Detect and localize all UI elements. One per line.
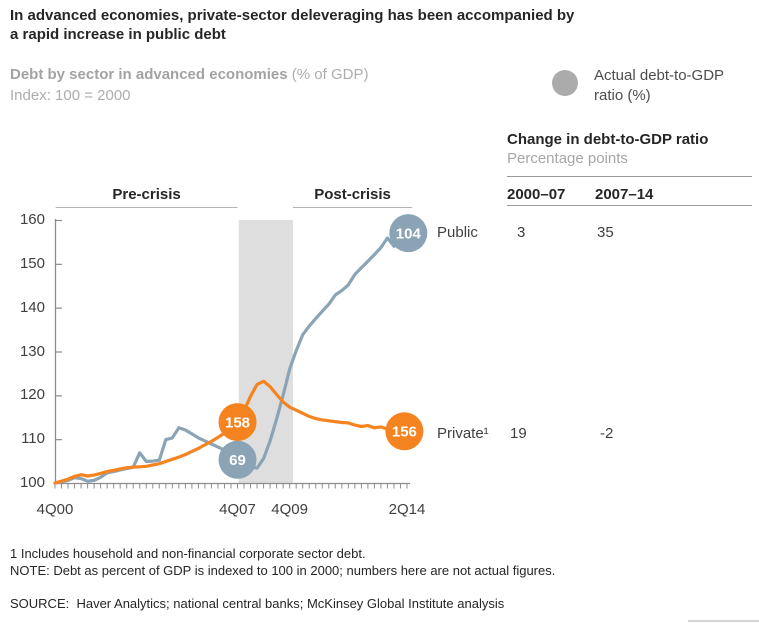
y-axis-label-100: 100 [19,474,45,491]
y-axis-label-160: 160 [19,211,45,228]
source-line: SOURCE: Haver Analytics; national centra… [10,596,505,611]
y-axis-label-110: 110 [21,430,45,448]
y-axis-label-130: 130 [19,342,45,360]
y-axis-label-150: 150 [19,254,45,272]
y-axis-label-140: 140 [19,298,45,316]
table-title: Change in debt-to-GDP ratio [507,131,709,148]
marker-value-69: 69 [229,452,246,469]
recession-band [238,220,293,483]
y-axis-label-120: 120 [19,386,45,404]
marker-circle-156 [385,412,424,451]
footnote-note: NOTE: Debt as percent of GDP is indexed … [10,563,556,578]
legend-label: Actual debt-to-GDP ratio (%) [594,67,725,104]
x-axis-label-4Q07: 4Q07 [219,501,256,518]
series-label-public: Public [437,224,478,241]
table-col2-header: 2007–14 [595,186,654,203]
marker-circle-69 [218,440,257,479]
table-col1-header: 2000–07 [507,186,566,203]
series-label-private: Private¹ [437,425,489,442]
table-cell-private-2007-14: -2 [600,425,614,442]
marker-value-158: 158 [225,414,250,431]
marker-circle-104 [389,214,428,253]
table-rule-bottom [507,205,752,206]
chart-subtitle-paren: (% of GDP) [287,66,369,83]
page-edge-line [688,620,759,622]
marker-circle-158 [218,403,257,442]
x-axis-label-4Q09: 4Q09 [271,501,308,518]
chart-subtitle: Debt by sector in advanced economies (% … [10,64,480,85]
x-axis-label-4Q00: 4Q00 [36,501,74,518]
x-axis-label-2Q14: 2Q14 [388,501,426,518]
table-cell-public-2000-07: 3 [517,224,526,241]
index-note: Index: 100 = 2000 [10,87,131,104]
footnote-1: 1 Includes household and non-financial c… [10,546,366,561]
legend-circle-icon [552,70,578,96]
table-cell-private-2000-07: 19 [510,425,527,442]
table-rule-top [507,176,752,177]
period-label-1: Post-crisis [314,186,391,203]
table-cell-public-2007-14: 35 [597,224,614,241]
marker-value-156: 156 [392,424,417,441]
chart-subtitle-bold: Debt by sector in advanced economies [10,66,288,83]
table-subtitle: Percentage points [507,150,628,167]
period-label-0: Pre-crisis [112,186,181,203]
marker-value-104: 104 [396,225,422,242]
page-title: In advanced economies, private-sector de… [10,7,575,43]
